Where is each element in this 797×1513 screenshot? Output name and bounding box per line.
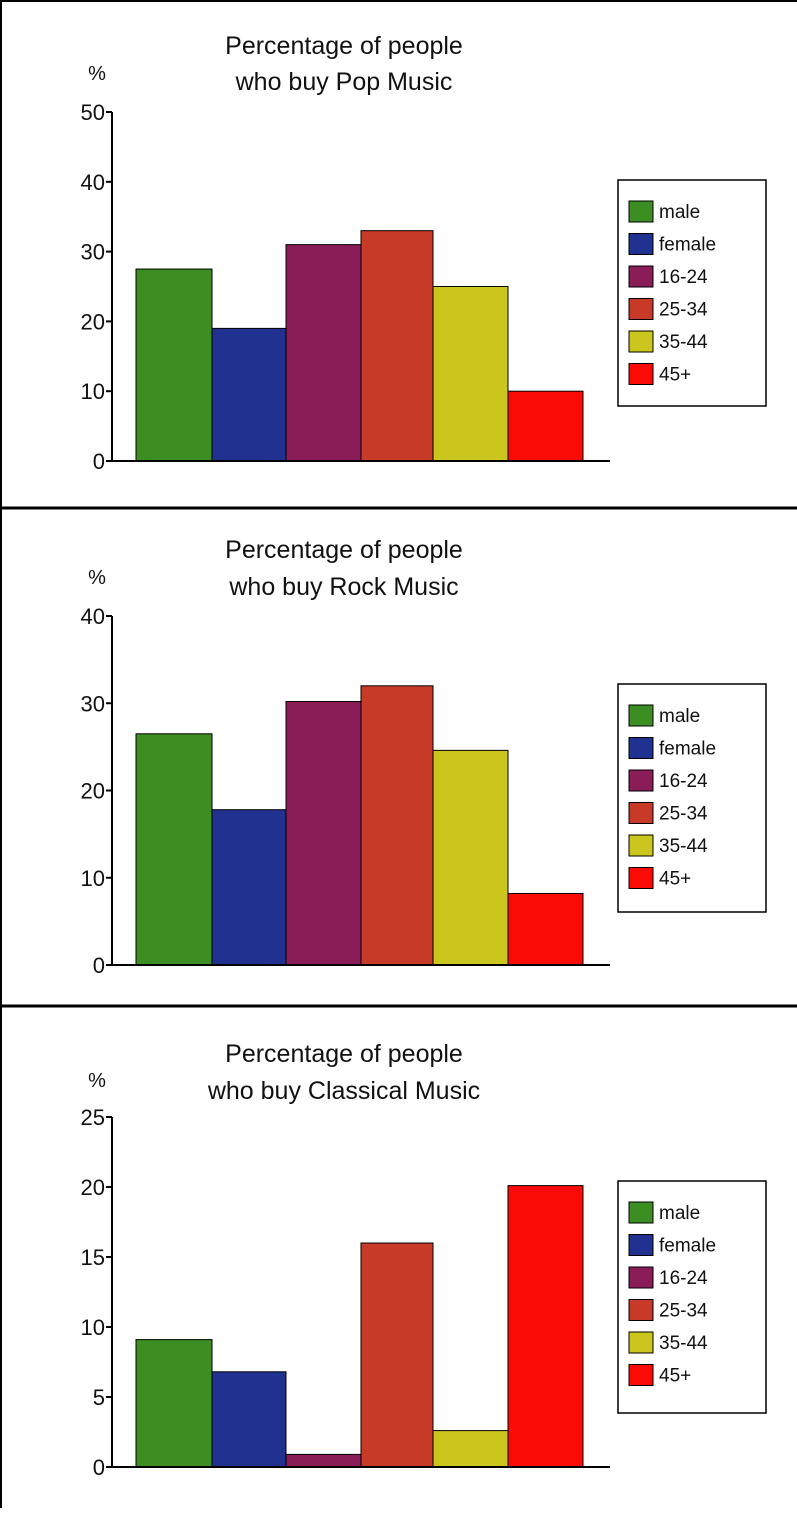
y-tick-label: 10: [81, 379, 105, 404]
chart-panel-2: Percentage of people who buy Rock Music% 0…: [81, 536, 767, 978]
legend-label: 16-24: [659, 771, 708, 792]
legend-swatch-female: [628, 233, 654, 255]
legend-label: 45+: [659, 869, 691, 890]
chart-title-line: Percentage of people: [225, 1040, 463, 1068]
legend-swatch-45+: [628, 867, 654, 889]
y-tick-label: 40: [81, 604, 105, 629]
bar-male: [135, 1339, 213, 1468]
bar-female: [211, 1371, 287, 1468]
legend-swatch-25-34: [628, 298, 654, 320]
legend-label: 16-24: [659, 267, 708, 288]
bar-male: [135, 733, 213, 966]
y-tick-label: 25: [81, 1105, 105, 1130]
legend-swatch-25-34: [628, 802, 654, 824]
y-tick-label: 10: [81, 866, 105, 891]
chart-panel-1: Percentage of people who buy Pop Music% 0 1…: [81, 32, 767, 474]
chart-title-line: who buy Pop Music: [235, 68, 453, 96]
legend-label: male: [659, 1203, 700, 1224]
legend-label: 35-44: [659, 836, 708, 857]
legend-swatch-16-24: [628, 1266, 654, 1289]
bar-25-34: [360, 1242, 434, 1468]
y-tick-label: 20: [81, 1175, 105, 1200]
legend-label: 35-44: [659, 1333, 708, 1354]
legend-swatch-male: [628, 704, 654, 727]
bar-25-34: [360, 230, 434, 462]
legend-label: female: [659, 235, 716, 256]
legend-label: 45+: [659, 1366, 691, 1387]
legend-label: 25-34: [659, 300, 708, 321]
chart-title-line: Percentage of people: [225, 32, 463, 60]
legend-swatch-25-34: [628, 1299, 654, 1321]
legend-swatch-35-44: [628, 330, 654, 353]
bar-35-44: [432, 749, 509, 966]
legend-swatch-45+: [628, 363, 654, 385]
y-tick-label: 50: [81, 100, 105, 125]
legend-swatch-35-44: [628, 1331, 654, 1354]
y-unit-label: %: [88, 567, 106, 589]
y-tick-label: 0: [93, 449, 105, 474]
y-tick-label: 15: [81, 1245, 105, 1270]
y-tick-label: 5: [93, 1385, 105, 1410]
y-unit-label: %: [88, 1070, 106, 1092]
bar-45+: [507, 390, 584, 462]
legend-swatch-male: [628, 200, 654, 223]
legend-label: male: [659, 706, 700, 727]
y-tick-label: 20: [81, 779, 105, 804]
y-unit-label: %: [88, 63, 106, 85]
legend-swatch-female: [628, 1234, 654, 1256]
legend-label: male: [659, 202, 700, 223]
legend-swatch-16-24: [628, 265, 654, 288]
legend-swatch-45+: [628, 1364, 654, 1386]
y-tick-label: 20: [81, 309, 105, 334]
bar-female: [211, 809, 287, 966]
legend-swatch-16-24: [628, 769, 654, 792]
chart-title-line: who buy Classical Music: [207, 1077, 480, 1105]
y-tick-label: 0: [93, 953, 105, 978]
y-tick-label: 40: [81, 170, 105, 195]
bar-45+: [507, 1185, 584, 1468]
legend-swatch-female: [628, 737, 654, 759]
bar-45+: [507, 892, 584, 966]
y-tick-label: 30: [81, 691, 105, 716]
legend-label: female: [659, 1236, 716, 1257]
legend-label: 16-24: [659, 1268, 708, 1289]
chart-title-line: Percentage of people: [225, 536, 463, 564]
legend-swatch-male: [628, 1201, 654, 1224]
bar-35-44: [432, 1430, 509, 1468]
bar-35-44: [432, 286, 509, 462]
y-tick-label: 10: [81, 1315, 105, 1340]
legend-swatch-35-44: [628, 834, 654, 857]
bar-16-24: [285, 701, 362, 966]
bar-25-34: [360, 685, 434, 966]
chart-title-line: who buy Rock Music: [228, 573, 458, 601]
legend-label: 45+: [659, 365, 691, 386]
legend-label: 25-34: [659, 804, 708, 825]
y-tick-label: 30: [81, 240, 105, 265]
legend-label: 25-34: [659, 1301, 708, 1322]
legend-label: female: [659, 739, 716, 760]
y-tick-label: 0: [93, 1455, 105, 1480]
legend-label: 35-44: [659, 332, 708, 353]
chart-panel-3: Percentage of people who buy Classical Mu…: [81, 1040, 767, 1480]
